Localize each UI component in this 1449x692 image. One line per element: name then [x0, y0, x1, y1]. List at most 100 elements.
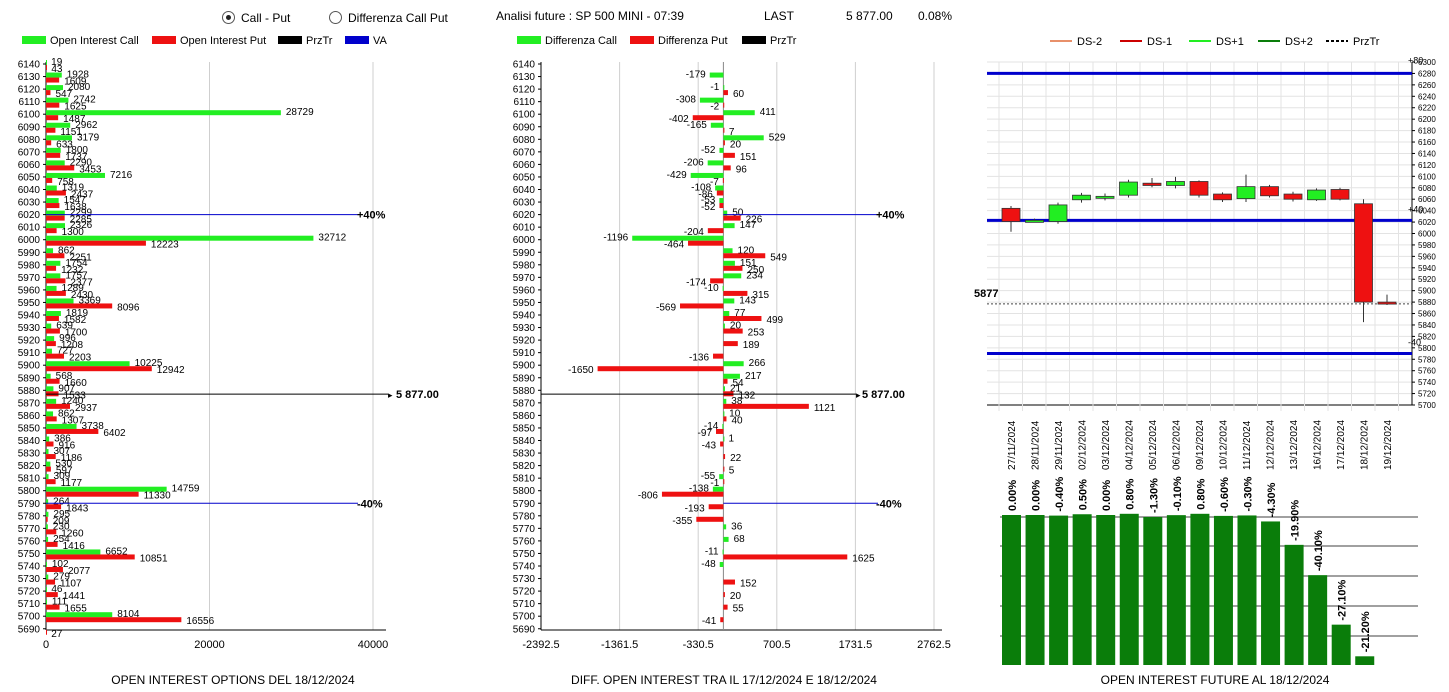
oi-put-value: 12942	[157, 365, 185, 376]
diff-price-arrow-icon: ▸	[856, 390, 861, 400]
candle-y-tick-label: 5880	[1418, 298, 1436, 307]
oi-call-bar	[46, 599, 47, 605]
diff-put-value: -136	[689, 353, 709, 364]
oi-put-value: 10851	[140, 553, 168, 564]
oi-put-value: 1625	[64, 102, 87, 113]
diff-put-value: 549	[770, 252, 787, 263]
radio-selected-icon[interactable]	[222, 11, 235, 24]
oi-put-value: 2377	[70, 277, 93, 288]
candle-date-label: 19/12/2024	[1383, 420, 1394, 470]
diff-legend-label: Differenza Put	[658, 35, 728, 47]
diff-strike-label: 5730	[513, 574, 536, 585]
oi-put-value: 1843	[66, 503, 89, 514]
diff-call-value: -53	[701, 195, 716, 206]
diff-strike-label: 5810	[513, 474, 536, 485]
oi-call-value: 10225	[135, 358, 163, 369]
diff-put-value: 152	[740, 579, 757, 590]
oi-strike-label: 5860	[18, 411, 41, 422]
oi-put-value: 1300	[62, 227, 85, 238]
future-bar	[1308, 575, 1328, 665]
diff-call-bar	[707, 160, 724, 166]
oi-legend-label: VA	[373, 35, 388, 47]
candle-y-tick-label: 6100	[1418, 172, 1436, 181]
oi-lower-pct-label: -40%	[357, 498, 383, 510]
diff-call-bar	[709, 72, 724, 78]
diff-call-bar	[719, 198, 724, 204]
diff-call-bar	[722, 423, 724, 429]
oi-call-value: 1319	[62, 183, 85, 194]
oi-put-bar	[46, 554, 135, 560]
oi-strike-label: 5800	[18, 486, 41, 497]
diff-put-value: -355	[672, 516, 692, 527]
oi-strike-label: 6070	[18, 147, 41, 158]
diff-call-bar	[723, 85, 725, 91]
oi-call-value: 7216	[110, 170, 133, 181]
diff-strike-label: 5890	[513, 373, 536, 384]
candle-y-tick-label: 5920	[1418, 275, 1436, 284]
diff-strike-label: 5900	[513, 361, 536, 372]
oi-strike-label: 6000	[18, 235, 41, 246]
oi-call-bar	[46, 398, 57, 404]
diff-strike-label: 6010	[513, 223, 536, 234]
oi-put-bar	[46, 152, 61, 158]
oi-call-value: 1240	[61, 396, 84, 407]
oi-put-bar	[46, 629, 47, 635]
diff-strike-label: 6060	[513, 160, 536, 171]
oi-put-value: 633	[56, 139, 73, 150]
diff-x-tick-label: -1361.5	[601, 639, 638, 651]
oi-put-value: 2203	[69, 353, 92, 364]
oi-put-value: 1441	[63, 591, 86, 602]
diff-radio[interactable]: Differenza Call Put	[329, 11, 448, 25]
oi-call-value: 2290	[70, 157, 93, 168]
call-put-radio[interactable]: Call - Put	[222, 11, 290, 25]
diff-call-value: -10	[704, 283, 719, 294]
diff-put-value: -174	[686, 277, 706, 288]
future-value-label: 0.00%	[1007, 480, 1019, 511]
diff-chart-title: DIFF. OPEN INTEREST TRA IL 17/12/2024 E …	[571, 673, 877, 687]
candle-body	[1119, 181, 1138, 196]
diff-put-bar	[723, 454, 726, 460]
diff-put-bar	[723, 416, 727, 422]
diff-put-bar	[723, 479, 725, 485]
diff-upper-pct-label: +40%	[876, 210, 905, 222]
oi-put-bar	[46, 140, 52, 146]
future-bar	[1072, 514, 1092, 665]
oi-call-bar	[46, 323, 52, 329]
oi-call-bar	[46, 486, 167, 492]
diff-strike-label: 5710	[513, 599, 536, 610]
oi-strike-label: 6040	[18, 185, 41, 196]
oi-call-bar	[46, 499, 49, 505]
oi-call-bar	[46, 85, 64, 91]
oi-put-bar	[46, 228, 57, 234]
diff-call-value: -52	[701, 145, 716, 156]
oi-strike-label: 6050	[18, 172, 41, 183]
candle-y-tick-label: 6220	[1418, 104, 1436, 113]
diff-put-value: 40	[731, 415, 743, 426]
diff-legend-swatch	[742, 36, 766, 44]
future-bar	[1284, 544, 1304, 665]
oi-x-tick-label: 40000	[358, 639, 389, 651]
oi-call-value: 568	[56, 371, 73, 382]
diff-x-tick-label: -2392.5	[522, 639, 559, 651]
candle-y-tick-label: 5720	[1418, 390, 1436, 399]
oi-put-bar	[46, 516, 48, 522]
oi-strike-label: 6060	[18, 160, 41, 171]
oi-call-value: 386	[54, 434, 71, 445]
oi-put-bar	[46, 240, 146, 246]
diff-put-value: -86	[698, 190, 713, 201]
diff-put-bar	[723, 403, 809, 409]
call-put-radio-label: Call - Put	[241, 11, 291, 25]
diff-put-value: 7	[729, 127, 735, 138]
oi-put-bar	[46, 177, 53, 183]
diff-put-bar	[597, 366, 724, 372]
oi-call-bar	[46, 185, 57, 191]
radio-unselected-icon[interactable]	[329, 11, 342, 24]
diff-call-value: 50	[732, 208, 744, 219]
diff-call-bar	[715, 185, 724, 191]
diff-call-value: 120	[738, 245, 755, 256]
oi-strike-label: 6020	[18, 210, 41, 221]
oi-strike-label: 5970	[18, 273, 41, 284]
diff-put-bar	[723, 215, 741, 221]
oi-put-value: 1186	[61, 453, 83, 464]
oi-put-value: 2285	[70, 215, 93, 226]
